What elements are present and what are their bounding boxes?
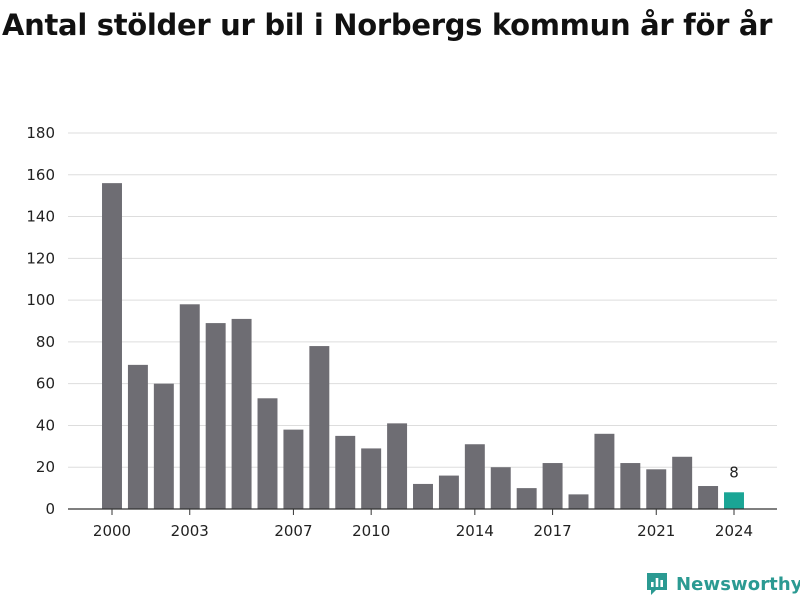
bar-2003: [179, 304, 200, 509]
bar-2001: [127, 364, 148, 509]
bar-2015: [490, 467, 511, 509]
y-tick-label: 160: [26, 166, 55, 184]
bar-2017: [542, 463, 563, 509]
bar-2021: [646, 469, 667, 509]
bar-2024: [724, 492, 744, 509]
x-tick-label: 2024: [715, 522, 753, 540]
y-tick-label: 20: [36, 458, 55, 476]
bar-2014: [464, 444, 485, 509]
bar-2022: [672, 456, 693, 509]
data-label-2024: 8: [729, 463, 739, 481]
y-tick-label: 140: [26, 208, 55, 226]
bar-2005: [231, 318, 252, 509]
bar-2016: [516, 488, 537, 509]
x-tick-label: 2014: [456, 522, 494, 540]
y-tick-label: 120: [26, 249, 55, 267]
bar-2011: [387, 423, 408, 509]
bar-2004: [205, 323, 226, 509]
bar-2006: [257, 398, 278, 509]
y-tick-label: 100: [26, 291, 55, 309]
bar-2013: [438, 475, 459, 509]
y-tick-label: 80: [36, 333, 55, 351]
x-tick-label: 2017: [533, 522, 571, 540]
bar-2000: [102, 183, 122, 509]
newsworthy-logo-icon: [647, 573, 667, 595]
y-tick-label: 40: [36, 416, 55, 434]
bar-2023: [698, 486, 719, 509]
bar-2008: [309, 346, 330, 509]
x-tick-label: 2007: [274, 522, 312, 540]
x-axis-ticks: 2000 2003 2007 2010 2014 2017 2021 2024: [93, 509, 753, 540]
y-axis-tick-labels: 0 20 40 60 80 100 120 140 160 180: [26, 124, 55, 518]
bar-2010: [361, 448, 382, 509]
bar-2007: [283, 429, 304, 509]
x-tick-label: 2021: [637, 522, 675, 540]
bar-2020: [620, 463, 641, 509]
x-tick-label: 2000: [93, 522, 131, 540]
y-tick-label: 0: [45, 500, 55, 518]
bar-2002: [153, 383, 174, 509]
y-tick-label: 60: [36, 375, 55, 393]
bar-2018: [568, 494, 589, 509]
data-labels: 8: [729, 463, 739, 481]
bar-2012: [413, 483, 433, 509]
newsworthy-branding: Newsworthy: [645, 568, 800, 600]
gridlines: [68, 132, 777, 468]
y-tick-label: 180: [26, 124, 55, 142]
bars: [102, 183, 744, 509]
brand-name: Newsworthy: [676, 573, 800, 595]
x-tick-label: 2003: [171, 522, 209, 540]
bar-2019: [594, 433, 615, 509]
x-tick-label: 2010: [352, 522, 390, 540]
chart-title: Antal stölder ur bil i Norbergs kommun å…: [2, 8, 773, 42]
bar-2009: [335, 435, 356, 509]
